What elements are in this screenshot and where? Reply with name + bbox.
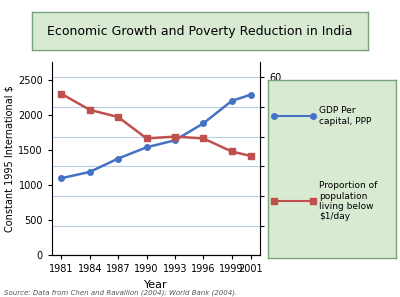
X-axis label: Year: Year xyxy=(144,280,168,290)
Text: Source: Data from Chen and Ravallion (2004); World Bank (2004).: Source: Data from Chen and Ravallion (20… xyxy=(4,289,237,296)
Y-axis label: Constant 1995 International $: Constant 1995 International $ xyxy=(4,86,14,232)
Text: GDP Per
capital, PPP: GDP Per capital, PPP xyxy=(319,106,372,126)
Y-axis label: % of Population: % of Population xyxy=(286,121,296,197)
Text: Proportion of
population
living below
$1/day: Proportion of population living below $1… xyxy=(319,181,378,222)
Text: Economic Growth and Poverty Reduction in India: Economic Growth and Poverty Reduction in… xyxy=(47,25,353,38)
